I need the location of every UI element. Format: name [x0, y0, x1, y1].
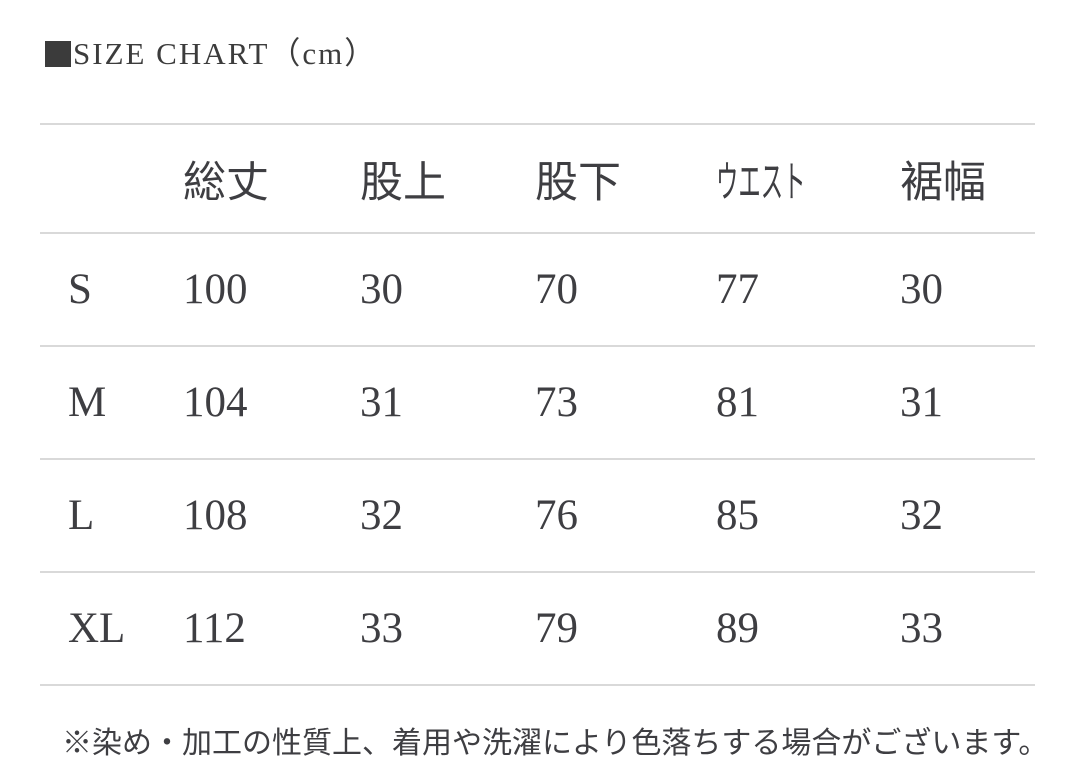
size-label: M [40, 346, 183, 460]
cell-rise: 32 [360, 459, 535, 573]
cell-rise: 31 [360, 346, 535, 460]
cell-hem-width: 31 [900, 346, 1035, 460]
cell-waist: 85 [716, 459, 900, 573]
cell-rise: 30 [360, 233, 535, 347]
table-row-xl: XL 112 33 79 89 33 [40, 572, 1035, 686]
table-row-m: M 104 31 73 81 31 [40, 346, 1035, 460]
cell-waist: 81 [716, 346, 900, 460]
cell-waist: 77 [716, 233, 900, 347]
cell-inseam: 76 [535, 459, 716, 573]
table-row-s: S 100 30 70 77 30 [40, 233, 1035, 347]
table-row-l: L 108 32 76 85 32 [40, 459, 1035, 573]
footnote-partially-cut-off: ※染め・加工の性質上、着用や洗濯により色落ちする場合がございます。 [62, 727, 1049, 760]
cell-hem-width: 32 [900, 459, 1035, 573]
cell-hem-width: 30 [900, 233, 1035, 347]
cell-hem-width: 33 [900, 572, 1035, 686]
size-chart-table: 総丈 股上 股下 ウエスト 裾幅 S 100 30 70 77 30 M 104… [40, 123, 1035, 686]
size-chart-title: SIZE CHART（cm） [45, 38, 377, 69]
cell-inseam: 73 [535, 346, 716, 460]
cell-waist: 89 [716, 572, 900, 686]
page-title: SIZE CHART（cm） [73, 36, 378, 71]
size-label: L [40, 459, 183, 573]
cell-total-length: 100 [183, 233, 360, 347]
column-header-waist: ウエスト [716, 123, 900, 234]
column-header-rise: 股上 [360, 123, 535, 234]
size-label: XL [40, 572, 183, 686]
cell-total-length: 112 [183, 572, 360, 686]
column-header-waist-label: ウエスト [716, 159, 806, 207]
filled-square-icon [45, 40, 71, 67]
cell-inseam: 79 [535, 572, 716, 686]
header-row: 総丈 股上 股下 ウエスト 裾幅 [40, 123, 1035, 234]
cell-total-length: 108 [183, 459, 360, 573]
column-header-inseam: 股下 [535, 123, 716, 234]
column-header-blank [40, 123, 183, 234]
cell-rise: 33 [360, 572, 535, 686]
cell-inseam: 70 [535, 233, 716, 347]
column-header-hem-width: 裾幅 [900, 123, 1035, 234]
cell-total-length: 104 [183, 346, 360, 460]
column-header-total-length: 総丈 [183, 123, 360, 234]
size-label: S [40, 233, 183, 347]
